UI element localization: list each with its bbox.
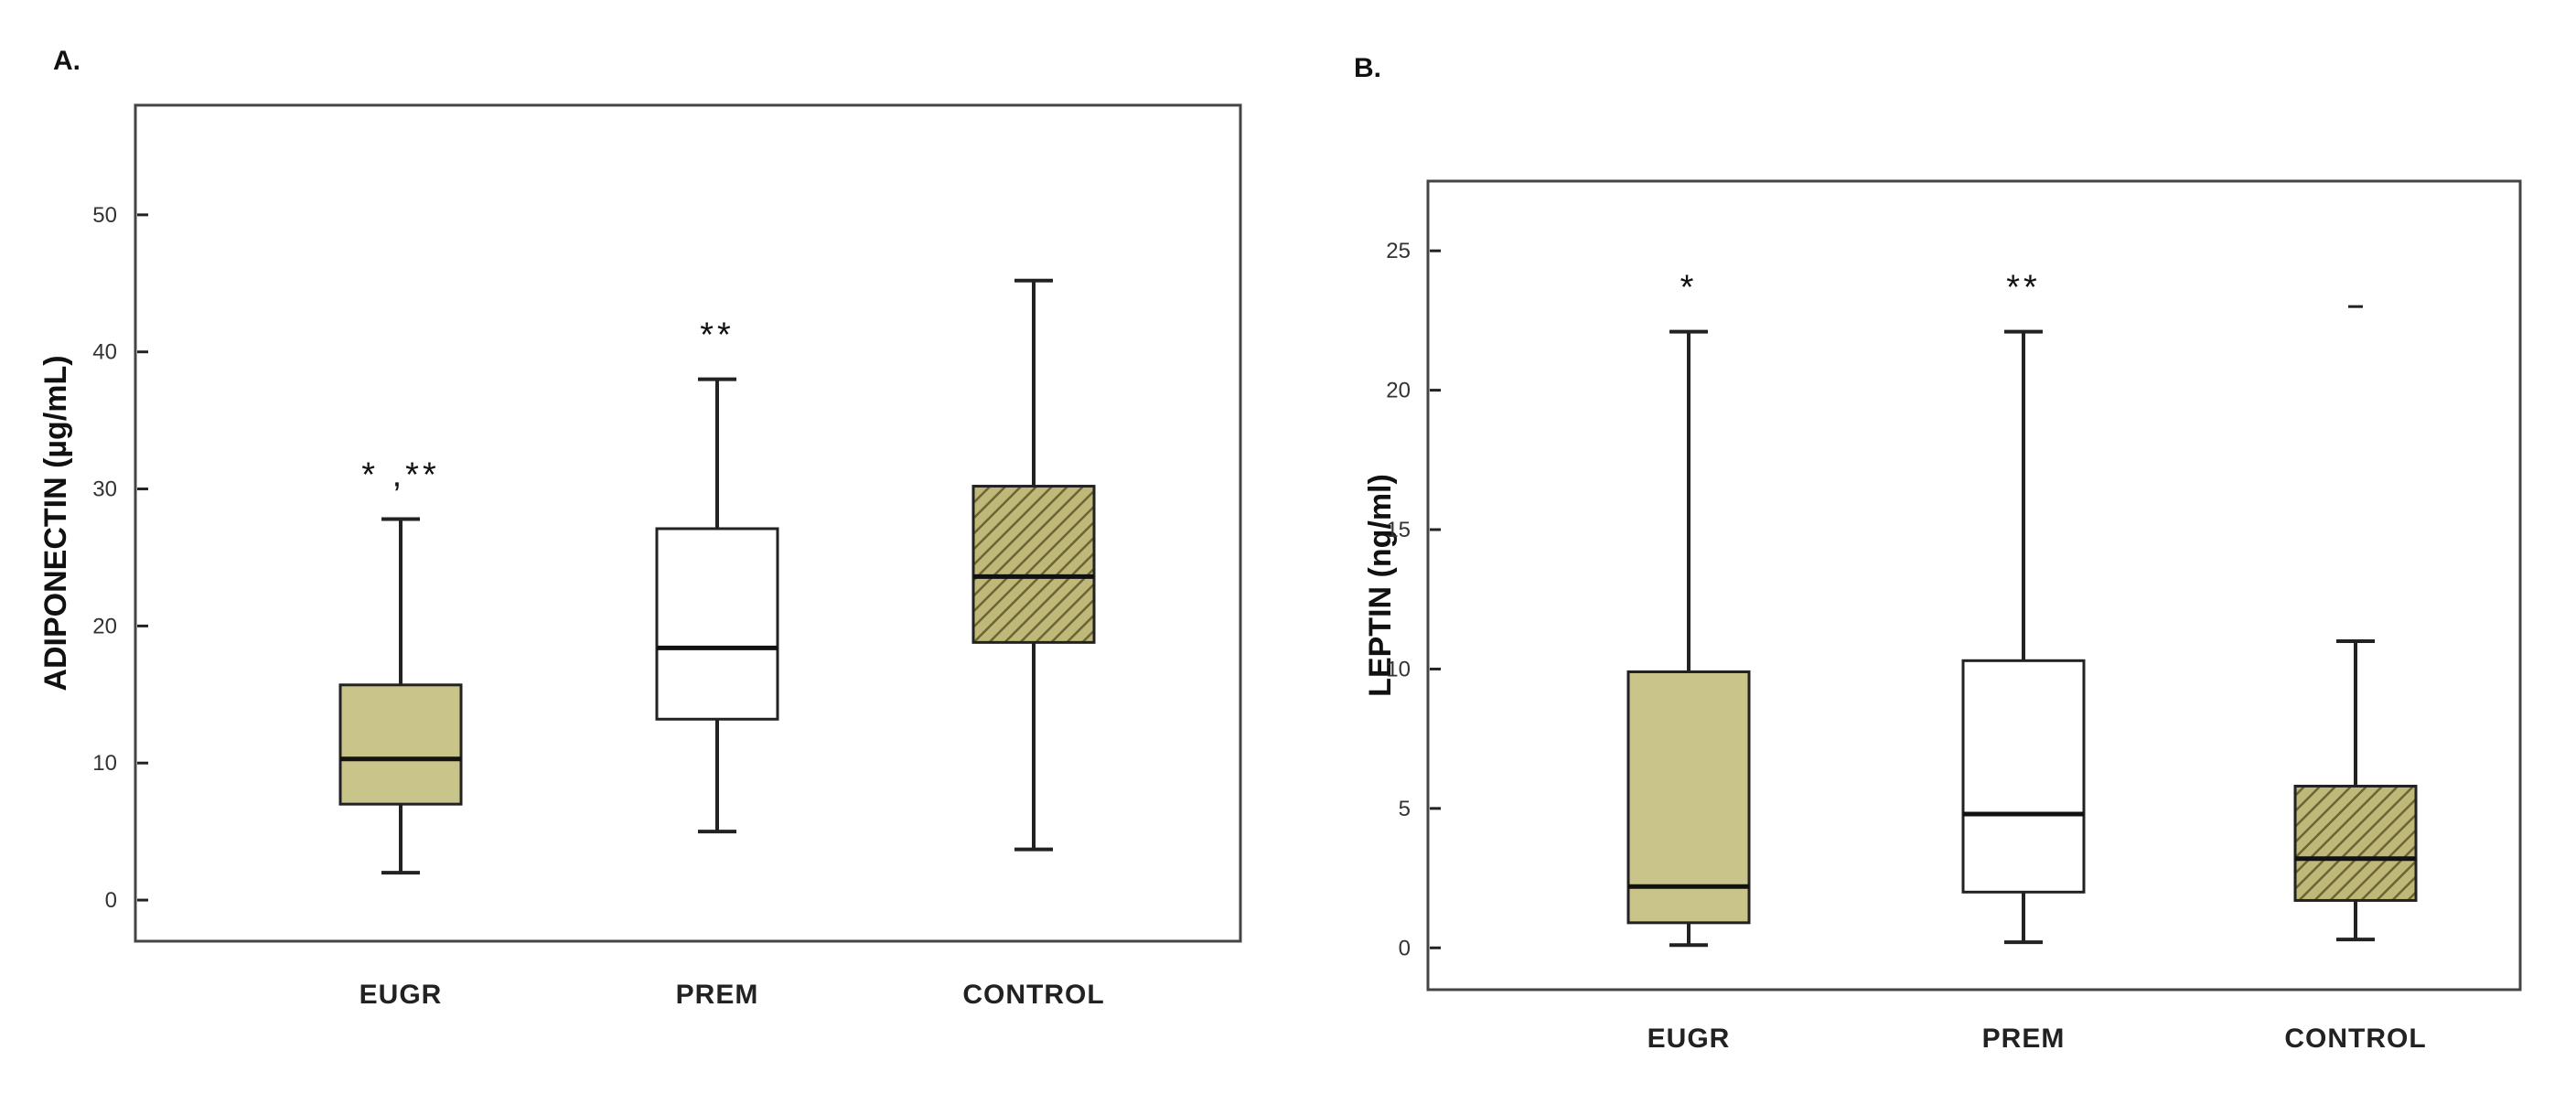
panel-b-boxes: * EUGR ** PREM CONTROL — [1626, 269, 2426, 1054]
significance-annotation: * ,** — [361, 456, 439, 495]
panel-b-y-tick-label: 25 — [1386, 239, 1411, 263]
panel-b-y-tick-label: 0 — [1399, 936, 1411, 960]
panel-b-frame — [1426, 179, 2522, 991]
panel-b: B. LEPTIN (ng/ml) 0 5 10 15 20 25 * EUGR ** PREM… — [1354, 53, 2522, 1054]
panel-a-y-tick-label: 0 — [105, 888, 117, 913]
panel-b-y-tick-label: 10 — [1386, 657, 1411, 681]
panel-a-category-label: CONTROL — [962, 980, 1104, 1010]
panel-a-y-tick-label: 30 — [92, 477, 117, 502]
panel-a-y-tick-label: 50 — [92, 203, 117, 228]
panel-a-box-eugr: * ,** EUGR — [338, 456, 463, 1010]
panel-b-y-axis: 0 5 10 15 20 25 — [1386, 239, 1441, 960]
panel-b-category-label: CONTROL — [2284, 1024, 2426, 1054]
box-iqr — [1626, 670, 1751, 925]
panel-b-y-tick-label: 15 — [1386, 518, 1411, 542]
panel-a: A. ADIPONECTIN (µg/mL) 0 10 20 30 40 50 * ,**… — [38, 46, 1242, 1010]
box-iqr — [1961, 659, 2086, 894]
panel-b-y-tick-label: 5 — [1399, 797, 1411, 821]
significance-annotation: ** — [2006, 269, 2041, 307]
panel-b-box-eugr: * EUGR — [1626, 269, 1751, 1054]
significance-annotation: ** — [700, 316, 735, 355]
panel-b-box-control: CONTROL — [2284, 305, 2426, 1054]
box-iqr — [971, 485, 1096, 644]
panel-a-category-label: EUGR — [360, 980, 443, 1010]
panel-a-frame — [134, 103, 1242, 943]
panel-a-box-control: CONTROL — [962, 278, 1104, 1010]
box-iqr — [655, 527, 779, 721]
panel-a-y-tick-label: 40 — [92, 340, 117, 365]
significance-annotation: * — [1680, 269, 1698, 307]
panel-a-label: A. — [53, 46, 80, 76]
panel-a-y-tick-label: 20 — [92, 614, 117, 638]
panel-a-y-axis: 0 10 20 30 40 50 — [92, 203, 148, 913]
panel-b-y-axis-title: LEPTIN (ng/ml) — [1363, 474, 1398, 697]
panel-b-box-prem: ** PREM — [1961, 269, 2086, 1054]
panel-a-y-axis-title: ADIPONECTIN (µg/mL) — [38, 355, 73, 691]
panel-a-boxes: * ,** EUGR ** PREM CONTROL — [338, 278, 1104, 1010]
panel-a-box-prem: ** PREM — [655, 316, 779, 1010]
panel-b-y-tick-label: 20 — [1386, 379, 1411, 403]
box-iqr — [2293, 784, 2418, 902]
panel-a-category-label: PREM — [676, 980, 759, 1010]
panel-b-category-label: EUGR — [1648, 1024, 1731, 1054]
panel-b-category-label: PREM — [1982, 1024, 2066, 1054]
panel-b-label: B. — [1354, 53, 1381, 83]
box-iqr — [338, 683, 463, 806]
panel-a-y-tick-label: 10 — [92, 751, 117, 776]
